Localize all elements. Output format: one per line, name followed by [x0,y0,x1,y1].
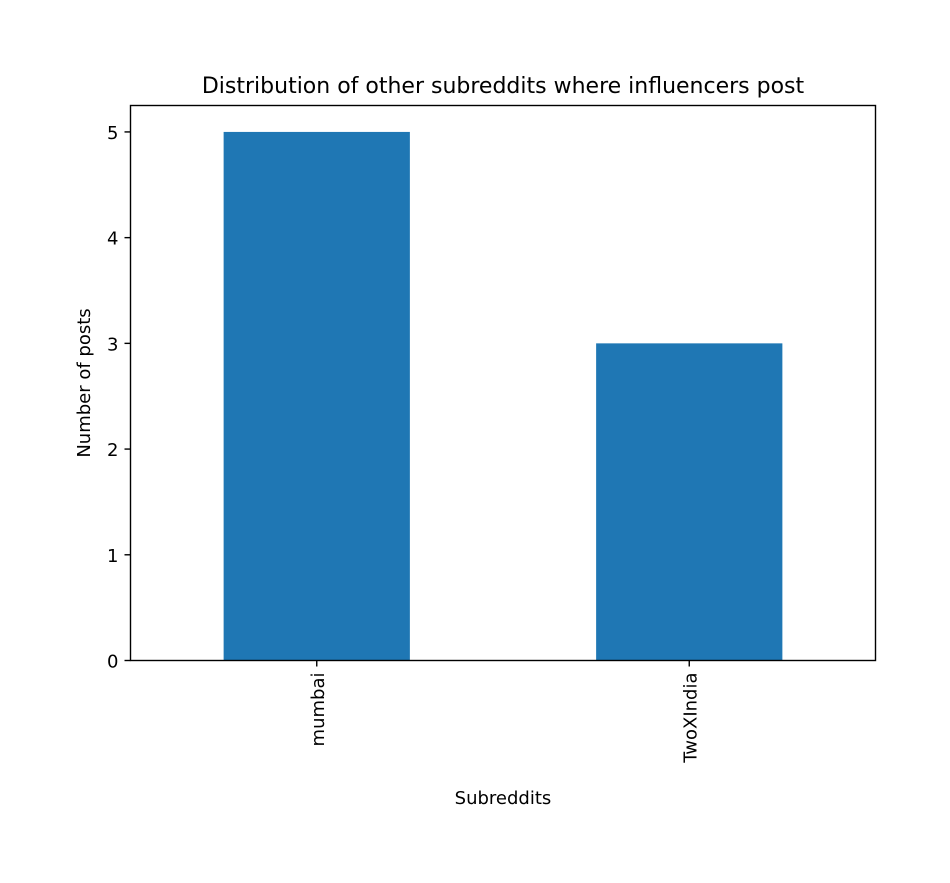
x-axis-label: Subreddits [455,788,552,809]
bar-twoxindia [596,343,783,661]
chart-title: Distribution of other subreddits where i… [202,74,805,99]
y-tick-label: 3 [107,334,118,355]
y-tick-label: 4 [107,229,118,250]
x-axis: mumbai TwoXIndia [308,660,701,764]
y-tick-label: 1 [107,546,118,567]
x-tick-label: mumbai [308,673,329,747]
y-tick-label: 0 [107,652,118,673]
y-axis: 0 1 2 3 4 5 [107,123,131,673]
y-axis-label: Number of posts [74,308,95,457]
bar-mumbai [223,131,410,661]
x-tick-label: TwoXIndia [680,673,701,764]
y-tick-label: 2 [107,440,118,461]
y-tick-label: 5 [107,123,118,144]
bars-layer [223,131,783,661]
plot-area-frame [129,104,877,662]
